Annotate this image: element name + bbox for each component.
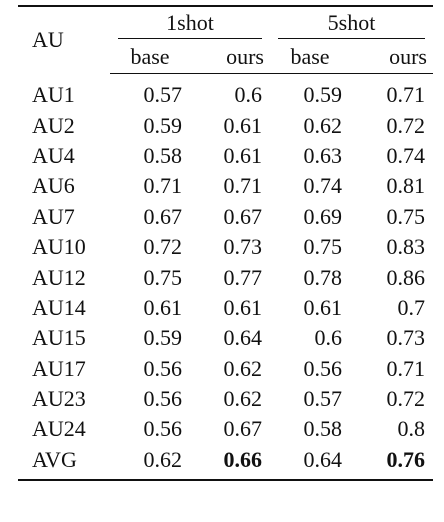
subheader: base (270, 41, 350, 74)
cell: 0.75 (143, 264, 183, 290)
row-label: AU1 (32, 81, 75, 107)
cell: 0.78 (303, 264, 343, 290)
cell: 0.58 (143, 142, 183, 168)
table-row: AU1 0.57 0.6 0.59 0.71 (18, 74, 433, 111)
table-row: AU2 0.59 0.61 0.62 0.72 (18, 110, 433, 140)
cell: 0.72 (386, 112, 426, 138)
row-label: AU4 (32, 142, 75, 168)
table-row: AU6 0.71 0.71 0.74 0.81 (18, 171, 433, 201)
cell: 0.61 (223, 142, 263, 168)
header-row: AU 1shot 5shot (18, 6, 433, 52)
cell: 0.62 (143, 446, 183, 472)
cell: 0.7 (397, 294, 426, 320)
subheader: ours (190, 41, 270, 74)
row-label: AU2 (32, 112, 75, 138)
cell: 0.75 (303, 234, 343, 260)
cell: 0.61 (143, 294, 183, 320)
cell: 0.75 (386, 203, 426, 229)
cell: 0.62 (223, 386, 263, 412)
cell: 0.71 (386, 82, 426, 108)
cell: 0.57 (303, 386, 343, 412)
cell: 0.8 (397, 416, 426, 442)
cell: 0.63 (303, 142, 343, 168)
table-row: AU24 0.56 0.67 0.58 0.8 (18, 414, 433, 444)
subheader: ours (350, 41, 433, 74)
cell: 0.72 (386, 386, 426, 412)
cell: 0.81 (386, 173, 426, 199)
table-row: AU10 0.72 0.73 0.75 0.83 (18, 232, 433, 262)
cell: 0.67 (143, 203, 183, 229)
cell: 0.59 (143, 325, 183, 351)
row-label: AU24 (32, 416, 86, 442)
cell: 0.71 (223, 173, 263, 199)
row-label: AVG (32, 446, 77, 472)
cell: 0.61 (303, 294, 343, 320)
cell: 0.58 (303, 416, 343, 442)
cell: 0.64 (303, 446, 343, 472)
cell: 0.56 (303, 355, 343, 381)
table-row: AU14 0.61 0.61 0.61 0.7 (18, 293, 433, 323)
cell: 0.6 (314, 325, 343, 351)
cell: 0.56 (143, 386, 183, 412)
au-header: AU (32, 27, 64, 53)
group-label: 1shot (118, 10, 262, 39)
row-label: AU17 (32, 355, 86, 381)
table-row: AU4 0.58 0.61 0.63 0.74 (18, 141, 433, 171)
cell: 0.64 (223, 325, 263, 351)
cell: 0.56 (143, 416, 183, 442)
cell: 0.67 (223, 416, 263, 442)
row-label: AU10 (32, 234, 86, 260)
cell: 0.76 (386, 446, 426, 472)
cell: 0.73 (386, 325, 426, 351)
cell: 0.83 (386, 234, 426, 260)
row-label: AU14 (32, 294, 86, 320)
subheader: base (110, 41, 190, 74)
row-label: AU7 (32, 203, 75, 229)
cell: 0.86 (386, 264, 426, 290)
row-label: AU23 (32, 386, 86, 412)
cell: 0.67 (223, 203, 263, 229)
cell: 0.66 (223, 446, 263, 472)
table-row: AU12 0.75 0.77 0.78 0.86 (18, 262, 433, 292)
row-label: AU15 (32, 325, 86, 351)
cell: 0.71 (143, 173, 183, 199)
cell: 0.59 (143, 112, 183, 138)
table-row: AVG 0.62 0.66 0.64 0.76 (18, 445, 433, 480)
table-row: AU15 0.59 0.64 0.6 0.73 (18, 323, 433, 353)
cell: 0.61 (223, 112, 263, 138)
row-label: AU6 (32, 173, 75, 199)
cell: 0.56 (143, 355, 183, 381)
table-row: AU23 0.56 0.62 0.57 0.72 (18, 384, 433, 414)
cell: 0.62 (303, 112, 343, 138)
group-label: 5shot (278, 10, 425, 39)
table-header: AU 1shot 5shot base ours base ours (18, 6, 433, 74)
table-row: AU17 0.56 0.62 0.56 0.71 (18, 354, 433, 384)
group-header: 1shot (110, 6, 270, 41)
cell: 0.74 (386, 142, 426, 168)
cell: 0.61 (223, 294, 263, 320)
subheader-row: base ours base ours (18, 41, 433, 74)
cell: 0.77 (223, 264, 263, 290)
cell: 0.72 (143, 234, 183, 260)
cell: 0.71 (386, 355, 426, 381)
cell: 0.59 (303, 82, 343, 108)
row-label: AU12 (32, 264, 86, 290)
cell: 0.73 (223, 234, 263, 260)
results-table: AU 1shot 5shot base ours base ours AU1 0.… (18, 5, 433, 482)
group-header: 5shot (270, 6, 433, 41)
table-row: AU7 0.67 0.67 0.69 0.75 (18, 202, 433, 232)
cell: 0.74 (303, 173, 343, 199)
table-body: AU1 0.57 0.6 0.59 0.71 AU2 0.59 0.61 0.62 0.72 AU4… (18, 74, 433, 481)
cell: 0.57 (143, 82, 183, 108)
cell: 0.62 (223, 355, 263, 381)
cell: 0.69 (303, 203, 343, 229)
cell: 0.6 (234, 82, 263, 108)
